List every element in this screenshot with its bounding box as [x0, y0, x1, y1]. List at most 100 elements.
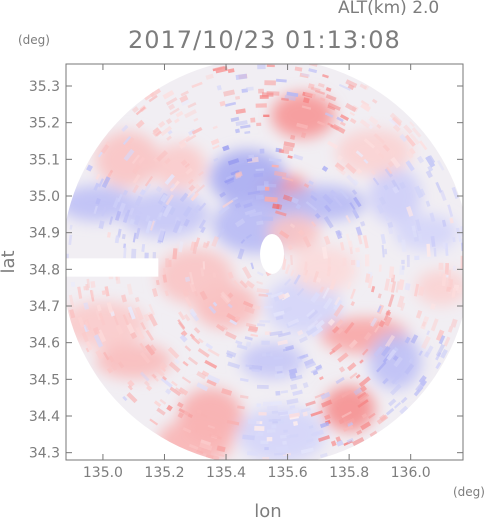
- radar-speckle: [121, 124, 129, 133]
- radar-speckle: [247, 328, 257, 333]
- radar-speckle: [421, 321, 427, 327]
- radar-speckle: [449, 217, 454, 224]
- radar-speckle: [344, 417, 356, 426]
- radar-speckle: [387, 221, 394, 229]
- radar-speckle: [360, 385, 368, 393]
- radar-speckle: [363, 158, 369, 164]
- radar-speckle: [184, 296, 192, 307]
- radar-speckle: [355, 374, 361, 379]
- radar-speckle: [411, 225, 418, 238]
- radar-speckle: [330, 395, 342, 404]
- radar-speckle: [335, 166, 347, 176]
- radar-speckle: [69, 224, 73, 230]
- radar-speckle: [329, 349, 336, 356]
- radar-speckle: [252, 305, 261, 310]
- radar-speckle: [242, 300, 254, 308]
- radar-speckle: [281, 176, 294, 182]
- x-tick-label: 135.0: [83, 465, 123, 481]
- radar-speckle: [179, 94, 189, 103]
- radar-speckle: [438, 262, 444, 270]
- radar-speckle: [320, 399, 333, 408]
- radar-speckle: [199, 290, 208, 301]
- radar-speckle: [301, 72, 311, 77]
- radar-speckle: [393, 401, 402, 409]
- radar-speckle: [178, 141, 187, 149]
- radar-speckle: [419, 188, 426, 196]
- radar-speckle: [430, 303, 436, 310]
- radar-speckle: [346, 437, 354, 444]
- radar-speckle: [404, 283, 411, 291]
- radar-speckle: [85, 341, 93, 351]
- radar-speckle: [188, 184, 196, 192]
- radar-speckle: [335, 229, 343, 240]
- radar-speckle: [414, 255, 420, 261]
- radar-speckle: [240, 124, 251, 129]
- radar-speckle: [233, 279, 243, 291]
- radar-speckle: [297, 229, 305, 237]
- radar-speckle: [286, 398, 299, 405]
- radar-speckle: [151, 373, 157, 379]
- radar-speckle: [360, 221, 366, 227]
- radar-speckle: [344, 102, 357, 113]
- radar-speckle: [297, 329, 304, 336]
- radar-speckle: [108, 216, 114, 225]
- radar-speckle: [263, 114, 270, 118]
- radar-speckle: [347, 362, 357, 372]
- altitude-label: ALT(km) 2.0: [338, 0, 440, 18]
- radar-speckle: [182, 360, 189, 367]
- radar-speckle: [277, 339, 288, 346]
- radar-speckle: [377, 293, 382, 299]
- radar-speckle: [439, 189, 447, 201]
- radar-speckle: [355, 150, 364, 158]
- radar-speckle: [200, 413, 208, 418]
- radar-speckle: [184, 163, 190, 168]
- radar-speckle: [255, 194, 264, 200]
- radar-speckle: [391, 179, 400, 191]
- radar-speckle: [126, 323, 135, 334]
- radar-speckle: [343, 424, 354, 432]
- radar-speckle: [278, 293, 286, 300]
- radar-speckle: [273, 310, 285, 317]
- radar-speckle: [93, 205, 98, 215]
- radar-speckle: [415, 309, 423, 319]
- radar-speckle: [275, 315, 284, 321]
- radar-speckle: [256, 220, 264, 226]
- radar-speckle: [100, 144, 110, 154]
- radar-speckle: [338, 83, 351, 91]
- radar-speckle: [327, 318, 335, 326]
- radar-speckle: [388, 266, 395, 279]
- radar-speckle: [369, 316, 376, 325]
- radar-speckle: [226, 312, 239, 323]
- radar-speckle: [184, 345, 192, 352]
- radar-speckle: [319, 452, 328, 458]
- radar-speckle: [143, 313, 151, 322]
- radar-speckle: [387, 294, 395, 308]
- radar-speckle: [130, 331, 138, 340]
- radar-speckle: [324, 112, 334, 118]
- radar-speckle: [329, 278, 337, 290]
- radar-speckle: [399, 181, 406, 190]
- radar-speckle: [131, 164, 141, 175]
- radar-speckle: [155, 186, 163, 193]
- radar-speckle: [216, 445, 226, 453]
- radar-speckle: [310, 325, 324, 338]
- x-tick-label: 135.4: [206, 465, 246, 481]
- radar-speckle: [152, 128, 162, 137]
- radar-speckle: [95, 198, 101, 205]
- radar-speckle: [345, 79, 358, 89]
- radar-speckle: [277, 411, 289, 416]
- radar-speckle: [386, 166, 393, 175]
- radar-speckle: [335, 376, 345, 385]
- radar-speckle: [334, 162, 346, 172]
- radar-speckle: [242, 266, 252, 280]
- radar-speckle: [266, 64, 275, 68]
- radar-speckle: [96, 304, 102, 312]
- radar-speckle: [344, 321, 355, 334]
- radar-speckle: [185, 167, 193, 175]
- radar-speckle: [160, 194, 168, 203]
- radar-speckle: [401, 265, 405, 270]
- radar-feature-22: [157, 418, 234, 460]
- radar-speckle: [225, 350, 237, 358]
- radar-speckle: [451, 186, 459, 199]
- radar-speckle: [430, 318, 439, 332]
